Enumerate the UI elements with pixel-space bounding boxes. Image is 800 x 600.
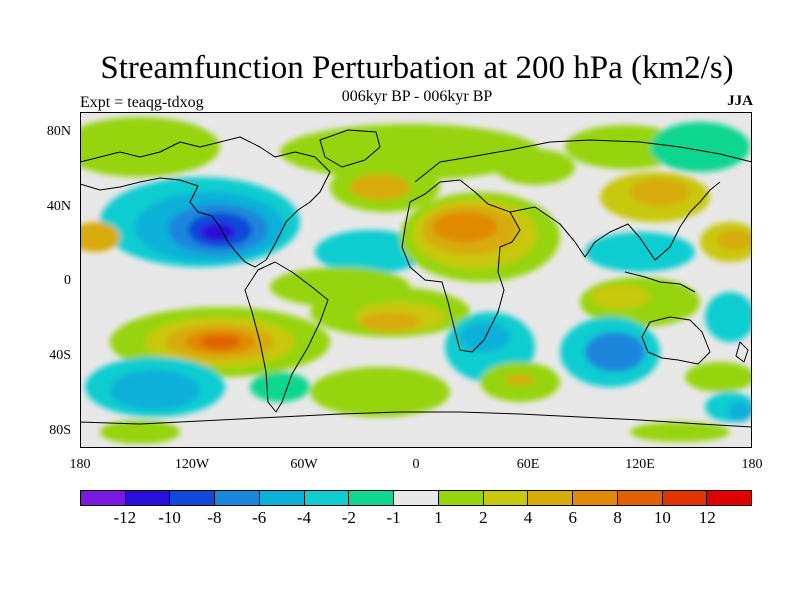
season-label: JJA xyxy=(727,93,753,109)
contour-field xyxy=(705,292,752,342)
colorbar-label: -8 xyxy=(207,508,222,527)
colorbar-swatch xyxy=(483,491,529,505)
lon-label-180w: 180 xyxy=(69,457,91,472)
lat-label-40s: 40S xyxy=(49,348,71,363)
contour-field xyxy=(80,117,220,177)
colorbar-label: 12 xyxy=(698,508,716,527)
colorbar-label: -12 xyxy=(113,508,137,527)
contour-field xyxy=(310,367,450,417)
contour-field xyxy=(200,335,240,349)
colorbar-swatch xyxy=(707,491,752,505)
colorbar-label: -6 xyxy=(252,508,267,527)
lat-label-0: 0 xyxy=(64,273,71,288)
lon-label-120e: 120E xyxy=(625,457,655,472)
contour-field xyxy=(350,174,410,200)
contour-field xyxy=(585,332,645,372)
map-svg xyxy=(80,112,752,448)
contour-field xyxy=(728,402,752,422)
colorbar-label: -2 xyxy=(341,508,356,527)
colorbar-swatch xyxy=(617,491,663,505)
lat-label-40n: 40N xyxy=(46,199,71,214)
colorbar-swatch xyxy=(170,491,216,505)
colorbar-swatch xyxy=(528,491,574,505)
colorbar-label: 4 xyxy=(523,508,533,527)
contour-field xyxy=(200,223,236,241)
contour-field xyxy=(685,362,752,392)
contour-field xyxy=(630,422,730,442)
contour-field xyxy=(110,370,200,410)
colorbar-swatch xyxy=(438,491,484,505)
colorbar-label: 6 xyxy=(568,508,578,527)
contour-field xyxy=(433,212,497,242)
lon-label-120w: 120W xyxy=(174,457,210,472)
colorbar-swatch xyxy=(81,491,126,505)
map-panel xyxy=(80,112,752,448)
colorbar-label: 1 xyxy=(434,508,443,527)
contour-field xyxy=(250,372,310,402)
colorbar-swatch xyxy=(259,491,305,505)
map-border xyxy=(80,112,752,448)
colorbar-swatch xyxy=(215,491,260,505)
colorbar-label: 10 xyxy=(653,508,671,527)
contour-field xyxy=(630,178,690,206)
colorbar-swatch xyxy=(125,491,171,505)
colorbar-label: 8 xyxy=(613,508,622,527)
lon-label-60e: 60E xyxy=(516,457,540,472)
contour-field xyxy=(315,230,425,274)
colorbar-swatch xyxy=(304,491,350,505)
contour-field xyxy=(495,149,575,185)
colorbar-swatch xyxy=(662,491,708,505)
lat-label-80n: 80N xyxy=(46,124,71,139)
colorbar-label: -4 xyxy=(296,508,312,527)
contour-field xyxy=(100,420,180,444)
contour-field xyxy=(585,232,695,272)
colorbar-label: -10 xyxy=(158,508,181,527)
lat-label-80s: 80S xyxy=(49,423,71,438)
contour-field xyxy=(717,230,752,250)
plot-subtitle: 006kyr BP - 006kyr BP xyxy=(341,88,493,105)
experiment-label: Expt = teaqg-tdxog xyxy=(80,94,204,111)
contour-field xyxy=(565,125,685,169)
colorbar-swatch xyxy=(349,491,395,505)
colorbar-label: 2 xyxy=(478,508,488,527)
colorbar xyxy=(80,490,752,506)
colorbar-swatch xyxy=(573,491,618,505)
plot-title: Streamfunction Perturbation at 200 hPa (… xyxy=(100,50,734,86)
lon-label-180e: 180 xyxy=(741,457,763,472)
contour-field xyxy=(590,285,650,309)
lon-label-60w: 60W xyxy=(290,457,318,472)
colorbar-swatch xyxy=(394,491,439,505)
coastlines xyxy=(80,129,752,428)
contour-field xyxy=(505,375,535,385)
contour-field xyxy=(650,122,750,172)
lon-label-0: 0 xyxy=(412,457,420,472)
contour-field xyxy=(360,312,420,332)
contour-field xyxy=(80,222,120,252)
colorbar-label: -1 xyxy=(386,508,401,527)
